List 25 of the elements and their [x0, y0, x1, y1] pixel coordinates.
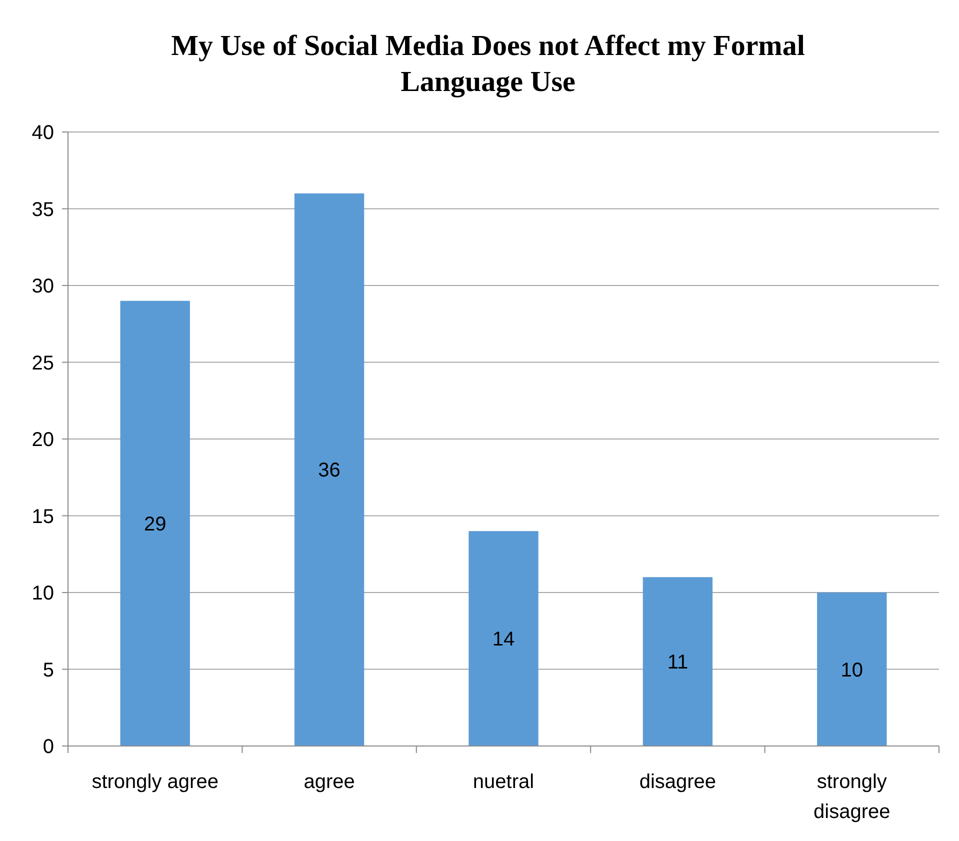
- y-tick-label: 40: [32, 122, 54, 144]
- y-tick-label: 30: [32, 276, 54, 298]
- bar: [468, 531, 538, 746]
- y-tick-label: 5: [42, 659, 54, 682]
- x-tick-label: strongly disagree: [814, 771, 890, 823]
- x-tick-label: strongly agree: [92, 771, 218, 793]
- x-tick-label: nuetral: [472, 771, 534, 793]
- x-tick-label: agree: [304, 771, 355, 793]
- bar: [642, 577, 713, 746]
- bar: [817, 592, 887, 746]
- y-tick-label: 25: [32, 352, 54, 374]
- data-label: 29: [144, 513, 166, 536]
- y-tick-label: 0: [42, 736, 54, 758]
- y-tick-label: 10: [32, 582, 54, 604]
- y-tick-label: 35: [32, 198, 54, 221]
- y-tick-label: 20: [32, 429, 54, 451]
- x-tick-label: disagree: [639, 771, 716, 793]
- chart-title: My Use of Social Media Does not Affect my Formal Language Use: [171, 30, 805, 98]
- data-label: 11: [667, 652, 688, 674]
- y-tick-label: 15: [32, 506, 54, 528]
- bar: [120, 300, 190, 746]
- data-label: 14: [492, 628, 515, 651]
- bar: [294, 193, 364, 746]
- data-label: 10: [840, 659, 864, 682]
- data-label: 36: [318, 460, 340, 482]
